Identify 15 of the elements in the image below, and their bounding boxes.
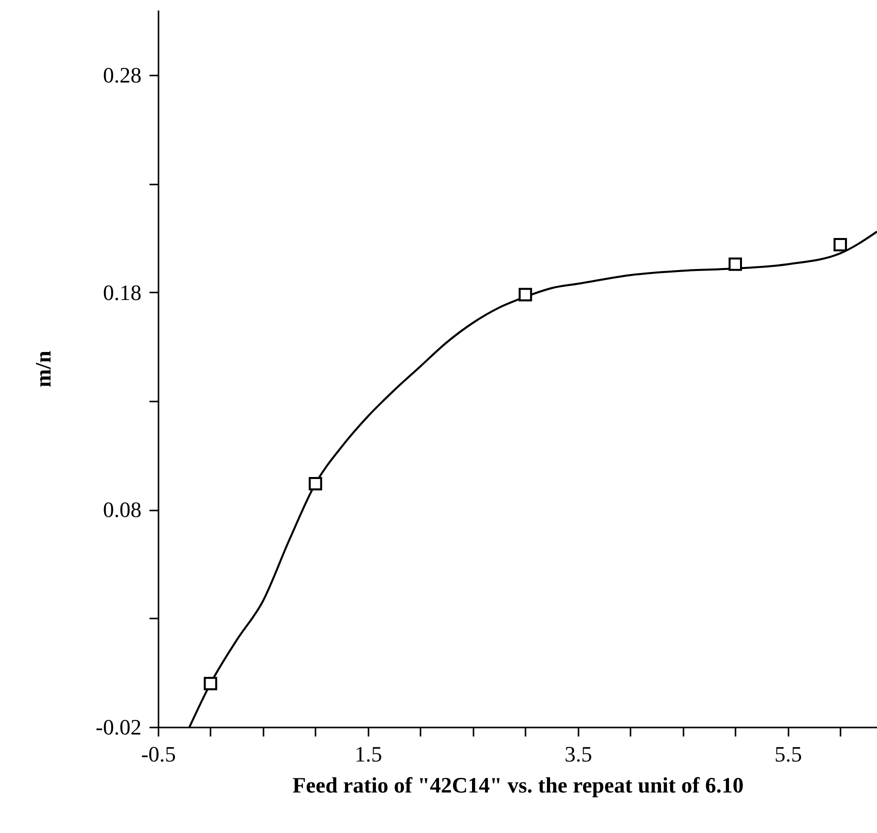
- point: [308, 476, 322, 490]
- x-tick-label: -0.5: [141, 742, 176, 766]
- point: [204, 676, 218, 690]
- y-tick-label: -0.02: [96, 714, 142, 740]
- point: [728, 258, 742, 271]
- y-tick-label: 0.18: [103, 280, 142, 305]
- x-axis-title: Feed ratio of "42C14" vs. the repeat unit of 6.10: [292, 772, 744, 798]
- y-tick-label: 0.28: [103, 62, 142, 88]
- y-tick-label: 0.08: [103, 497, 142, 522]
- x-tick-label: 1.5: [354, 742, 382, 766]
- x-tick-label: 5.5: [774, 742, 802, 766]
- x-tick-label: 3.5: [564, 742, 592, 766]
- point: [834, 238, 847, 252]
- y-axis-title: m/n: [30, 350, 56, 388]
- point: [518, 288, 532, 302]
